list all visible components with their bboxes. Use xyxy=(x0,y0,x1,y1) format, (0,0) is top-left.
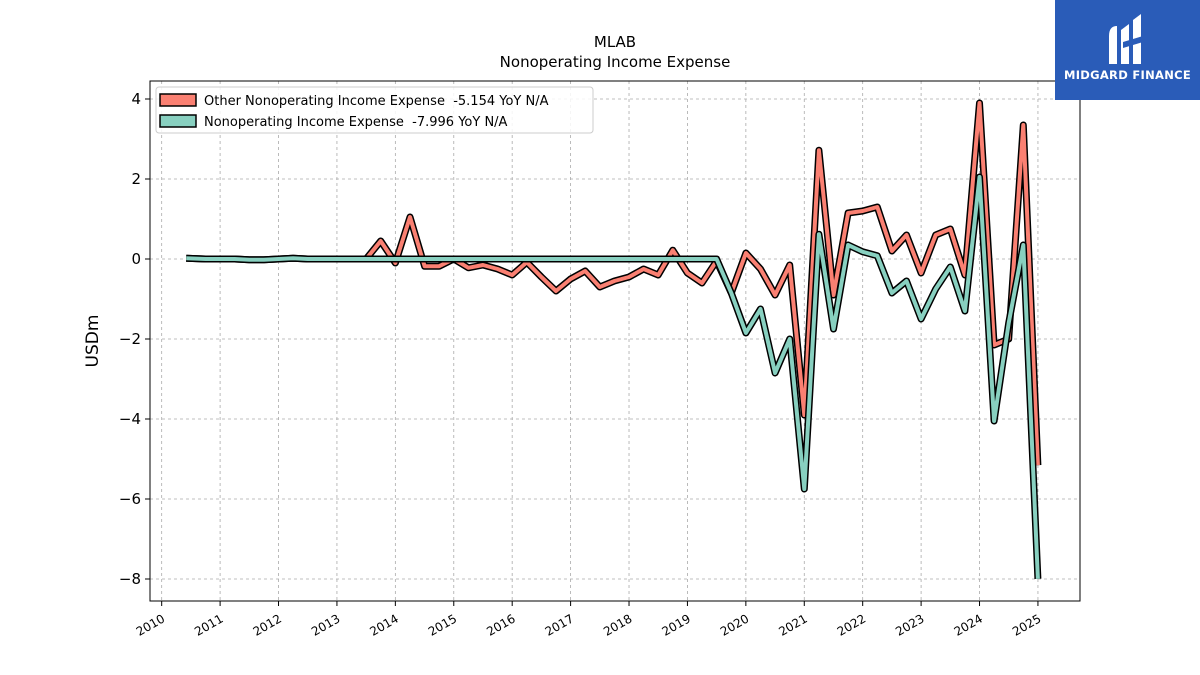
x-tick-label: 2025 xyxy=(1010,611,1043,638)
chart-title: MLAB xyxy=(594,33,636,51)
legend-label-nonoperating: Nonoperating Income Expense -7.996 YoY N… xyxy=(204,115,508,130)
legend-box xyxy=(155,86,594,134)
legend-swatch-other-nonoperating xyxy=(159,93,197,107)
x-tick-label: 2012 xyxy=(251,611,284,638)
y-tick-label: −6 xyxy=(119,490,141,508)
y-tick-label: −2 xyxy=(119,330,141,348)
x-tick-label: 2010 xyxy=(134,611,167,638)
x-tick-label: 2015 xyxy=(426,611,459,638)
x-tick-label: 2017 xyxy=(543,611,576,638)
x-tick-label: 2019 xyxy=(659,611,692,638)
x-tick-label: 2014 xyxy=(367,611,400,638)
y-axis-label: USDm xyxy=(83,315,103,368)
x-tick-label: 2013 xyxy=(309,611,342,638)
chart-subtitle: Nonoperating Income Expense xyxy=(500,53,731,71)
x-tick-label: 2020 xyxy=(718,611,751,638)
legend-swatch-nonoperating xyxy=(159,114,197,128)
y-tick-label: 2 xyxy=(131,170,141,188)
x-tick-label: 2011 xyxy=(192,611,225,638)
y-tick-label: 4 xyxy=(131,90,141,108)
grid-lines xyxy=(150,81,1080,601)
legend: Other Nonoperating Income Expense -5.154… xyxy=(155,86,594,134)
plot-area-frame xyxy=(149,80,1081,602)
series-lines xyxy=(186,99,1042,579)
series-line-1 xyxy=(186,175,1040,579)
x-tick-label: 2023 xyxy=(893,611,926,638)
x-tick-label: 2018 xyxy=(601,611,634,638)
y-tick-label: 0 xyxy=(131,250,141,268)
x-tick-label: 2024 xyxy=(952,611,985,638)
axis-ticks: 4 2 0 −2 −4 −6 −8 2010 2011 2012 2013 2014 2015 2016 2… xyxy=(119,90,1044,639)
legend-label-other-nonoperating: Other Nonoperating Income Expense -5.154… xyxy=(204,94,549,109)
x-tick-label: 2022 xyxy=(835,611,868,638)
brand-logo: MIDGARD FINANCE xyxy=(1055,0,1200,100)
y-tick-label: −8 xyxy=(119,570,141,588)
x-tick-label: 2021 xyxy=(776,611,809,638)
y-tick-label: −4 xyxy=(119,410,141,428)
logo-mark-icon xyxy=(1109,14,1143,64)
x-tick-label: 2016 xyxy=(484,611,517,638)
logo-text: MIDGARD FINANCE xyxy=(1063,68,1192,82)
